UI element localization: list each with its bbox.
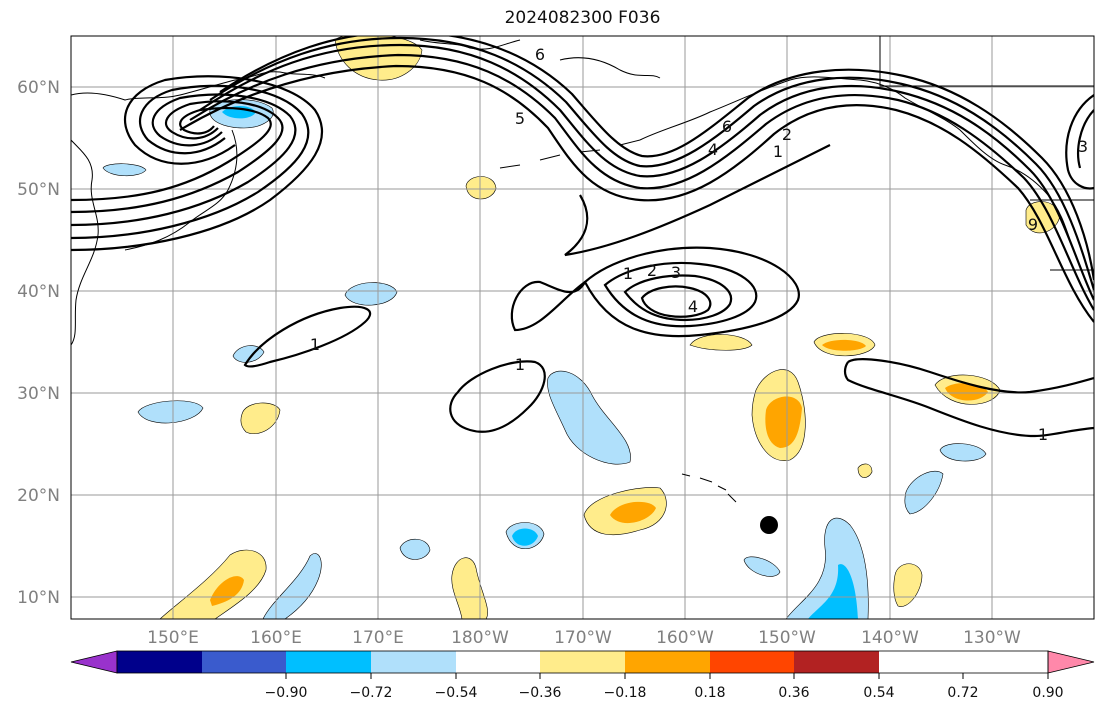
- colorbar-tick-label: 0.36: [778, 685, 809, 701]
- blue-region: [743, 556, 781, 577]
- lon-label: 160°E: [250, 628, 302, 648]
- contour-label: 6: [535, 45, 545, 64]
- colorbar-segment: [625, 651, 710, 673]
- contour-label: 9: [1028, 215, 1038, 234]
- contour-label: 2: [782, 125, 792, 144]
- blue-region-core: [512, 528, 538, 546]
- lat-label: 20°N: [17, 486, 60, 506]
- lat-label: 30°N: [17, 384, 60, 404]
- colorbar-tick-label: −0.72: [350, 685, 393, 701]
- lat-label: 50°N: [17, 180, 60, 200]
- orange-region-core: [210, 576, 244, 606]
- storm-position-dot: [760, 516, 778, 534]
- contour-label: 4: [688, 297, 698, 316]
- lon-label: 180°W: [451, 628, 509, 648]
- colorbar-segment: [117, 651, 202, 673]
- orange-region-core: [610, 501, 656, 524]
- orange-region: [451, 557, 488, 619]
- contour-label: 3: [671, 263, 681, 282]
- lon-label: 170°W: [554, 628, 612, 648]
- coastlines: [71, 36, 1094, 503]
- map-panel: 6 5 6 4 2 1 1 2 3 4 1 1 1 9 3: [71, 36, 1094, 619]
- graticule: [71, 36, 1094, 619]
- orange-region: [240, 402, 281, 434]
- orange-region-core: [822, 339, 866, 351]
- orange-region: [159, 549, 267, 619]
- orange-region: [893, 563, 923, 607]
- longitude-labels: 150°E 160°E 170°E 180°W 170°W 160°W 150°…: [147, 628, 1021, 648]
- blue-region: [137, 400, 204, 424]
- contour-labels: 6 5 6 4 2 1 1 2 3 4 1 1 1 9 3: [310, 45, 1088, 444]
- lon-label: 150°W: [758, 628, 816, 648]
- blue-region: [399, 538, 431, 560]
- lon-label: 140°W: [861, 628, 919, 648]
- colorbar-segment: [710, 651, 794, 673]
- blue-region: [904, 470, 944, 515]
- lat-label: 40°N: [17, 282, 60, 302]
- contour-label: 1: [515, 355, 525, 374]
- orange-region-core: [945, 383, 988, 401]
- colorbar-tick-label: 0.90: [1032, 685, 1063, 701]
- lat-label: 60°N: [17, 78, 60, 98]
- contours: [71, 36, 1094, 438]
- latitude-labels: 60°N 50°N 40°N 30°N 20°N 10°N: [17, 78, 60, 608]
- lon-label: 130°W: [963, 628, 1021, 648]
- colorbar-extend-high: [1047, 650, 1095, 674]
- contour-label: 1: [623, 264, 633, 283]
- colorbar-tick-label: 0.18: [694, 685, 725, 701]
- colorbar-segment: [540, 651, 625, 673]
- colorbar: −0.90 −0.72 −0.54 −0.36 −0.18 0.18 0.36 0.54 0.7…: [70, 650, 1095, 701]
- map-frame: [70, 35, 1095, 620]
- blue-region: [547, 370, 631, 465]
- contour-label: 1: [773, 142, 783, 161]
- blue-region: [102, 163, 147, 177]
- lon-label: 150°E: [147, 628, 199, 648]
- colorbar-segment: [202, 651, 286, 673]
- lon-label: 170°E: [352, 628, 404, 648]
- orange-region: [465, 176, 497, 200]
- orange-region: [689, 334, 753, 351]
- contour-label: 1: [1038, 425, 1048, 444]
- colorbar-tick-label: 0.54: [863, 685, 894, 701]
- contour-label: 4: [708, 140, 718, 159]
- colorbar-tick-label: −0.36: [519, 685, 562, 701]
- lon-label: 160°W: [656, 628, 714, 648]
- blue-region: [344, 282, 398, 306]
- colorbar-tick-label: −0.18: [604, 685, 647, 701]
- colorbar-segment: [371, 651, 456, 673]
- orange-region: [857, 463, 873, 478]
- colorbar-segment: [794, 651, 879, 673]
- colorbar-segment: [286, 651, 371, 673]
- contour-label: 3: [1078, 137, 1088, 156]
- blue-region: [262, 553, 322, 619]
- colorbar-tick-label: −0.54: [435, 685, 478, 701]
- contour-label: 6: [722, 117, 732, 136]
- contour-label: 2: [647, 261, 657, 280]
- contour-label: 1: [310, 335, 320, 354]
- blue-region-core: [808, 564, 858, 619]
- lat-label: 10°N: [17, 588, 60, 608]
- map-title: 2024082300 F036: [504, 8, 661, 28]
- orange-region-core: [765, 396, 802, 448]
- contour-label: 5: [515, 109, 525, 128]
- colorbar-tick-label: 0.72: [947, 685, 978, 701]
- colorbar-tick-label: −0.90: [265, 685, 308, 701]
- colorbar-extend-low: [70, 650, 118, 674]
- blue-region: [939, 443, 987, 462]
- colorbar-segment: [456, 651, 540, 673]
